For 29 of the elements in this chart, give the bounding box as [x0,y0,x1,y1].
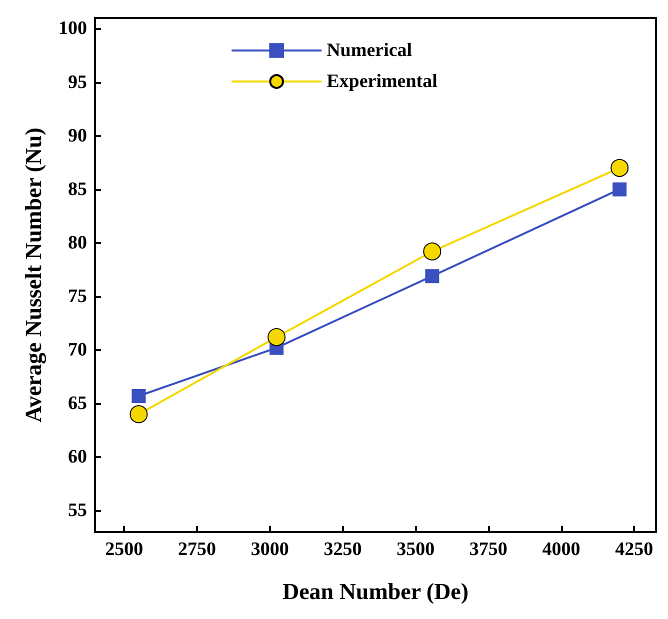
x-tick-label: 3250 [324,539,362,560]
x-tick-label: 4000 [542,539,580,560]
point [423,242,442,260]
y-tick-label: 85 [68,178,87,200]
x-tick-label: 2750 [178,539,216,560]
y-tick-label: 65 [68,393,87,414]
y-axis-title: Average Nusselt Number (Nu) [21,128,47,422]
x-tick-label: 2500 [105,539,144,560]
x-axis-title: Dean Number (De) [282,579,469,604]
point [268,328,286,346]
point [425,269,440,284]
y-tick-label: 80 [68,232,87,254]
x-tick-label: 4250 [615,539,654,560]
point [132,389,146,404]
y-tick-label: 100 [58,18,87,40]
y-tick-label: 95 [68,72,87,93]
x-tick-label: 3750 [469,539,508,560]
legend-label: Numerical [326,40,412,61]
point [610,158,629,177]
point [130,405,148,424]
x-tick-label: 3000 [250,539,289,560]
legend-label: Experimental [326,71,438,92]
y-tick-label: 55 [68,500,87,522]
y-tick-label: 90 [68,125,87,146]
x-tick-label: 3500 [396,539,435,560]
point [612,182,627,196]
y-tick-label: 60 [68,446,87,468]
y-tick-label: 70 [68,339,87,360]
y-tick-label: 75 [68,286,87,307]
